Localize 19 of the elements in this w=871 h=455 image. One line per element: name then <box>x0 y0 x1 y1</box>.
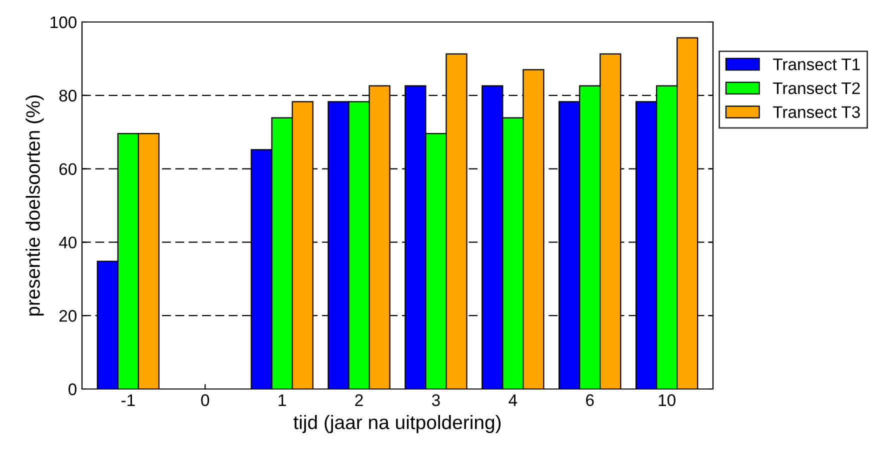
x-tick-label: 1 <box>278 394 286 406</box>
y-tick-label: 100 <box>50 16 76 28</box>
y-tick-label: 80 <box>59 90 76 102</box>
legend-label: Transect T2 <box>773 82 860 94</box>
x-axis-title: tijd (jaar na uitpoldering) <box>294 414 501 434</box>
y-tick-label: 60 <box>59 163 76 176</box>
x-tick-label: 0 <box>201 394 210 406</box>
x-tick-label: 2 <box>355 394 363 406</box>
y-tick-label: 20 <box>59 310 76 322</box>
legend-label: Transect T1 <box>773 58 860 70</box>
x-tick-label: -1 <box>122 394 135 406</box>
x-tick-label: 6 <box>586 394 594 406</box>
y-tick-label: 40 <box>58 236 76 248</box>
x-tick-label: 4 <box>508 394 518 406</box>
y-axis-title: presentie doelsoorten (%) <box>26 95 44 316</box>
y-tick-label: 0 <box>68 383 76 396</box>
legend-label: Transect T3 <box>773 106 860 118</box>
x-tick-label: 3 <box>432 394 440 406</box>
x-tick-label: 10 <box>658 394 676 406</box>
